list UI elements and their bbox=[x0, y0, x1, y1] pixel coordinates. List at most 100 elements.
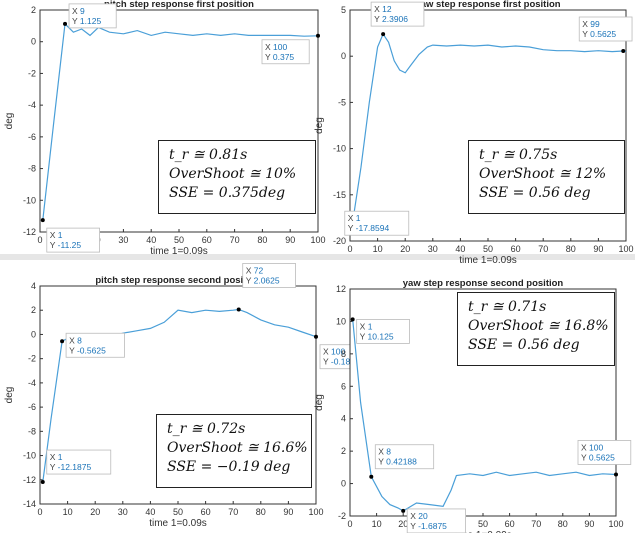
annotation-rise-time: t_r ≅ 0.72s bbox=[167, 421, 246, 437]
datatip-box bbox=[356, 319, 410, 344]
datatip-box bbox=[261, 39, 310, 65]
datatip-marker bbox=[401, 508, 406, 513]
x-axis-label: time 1=0.09s bbox=[459, 255, 517, 266]
datatip-y: Y -0.1875 bbox=[323, 357, 360, 367]
annotation-rise-time: t_r ≅ 0.81s bbox=[169, 147, 248, 163]
datatip-box bbox=[374, 444, 435, 470]
datatip: X 8Y -0.5625 bbox=[65, 332, 125, 358]
y-tick-label: -15 bbox=[333, 190, 346, 200]
chart-title: yaw step response first position bbox=[415, 0, 560, 10]
x-tick-label: 70 bbox=[531, 519, 541, 529]
datatip-box bbox=[578, 16, 633, 42]
y-tick-label: -8 bbox=[28, 426, 36, 436]
datatip-y: Y 1.125 bbox=[72, 16, 101, 26]
annotation-rise-time: t_r ≅ 0.71s bbox=[468, 299, 547, 315]
datatip-y: Y 0.42188 bbox=[378, 457, 417, 467]
datatip-x: X 1 bbox=[360, 321, 373, 331]
datatip-box bbox=[406, 508, 467, 533]
x-tick-label: 0 bbox=[347, 519, 352, 529]
x-tick-label: 0 bbox=[347, 244, 352, 254]
datatip-marker bbox=[63, 21, 68, 26]
x-tick-label: 90 bbox=[283, 507, 293, 517]
datatip-box bbox=[344, 210, 410, 236]
datatip-marker bbox=[314, 334, 318, 339]
chart-title: pitch step response first position bbox=[104, 0, 254, 10]
datatip-x: X 8 bbox=[378, 447, 391, 457]
datatip-y: Y 0.375 bbox=[265, 52, 294, 62]
datatip-marker bbox=[236, 307, 241, 312]
x-tick-label: 10 bbox=[373, 244, 383, 254]
datatip-box bbox=[65, 332, 125, 358]
x-tick-label: 20 bbox=[400, 244, 410, 254]
x-tick-label: 80 bbox=[558, 519, 568, 529]
datatip-box bbox=[46, 449, 112, 475]
y-tick-label: -8 bbox=[28, 164, 36, 174]
datatip-x: X 9 bbox=[72, 6, 85, 16]
datatip-y: Y -12.1875 bbox=[50, 462, 92, 472]
y-tick-label: 4 bbox=[341, 414, 346, 424]
datatip-x: X 12 bbox=[374, 4, 392, 14]
y-tick-label: 0 bbox=[341, 51, 346, 61]
x-tick-label: 50 bbox=[483, 244, 493, 254]
x-tick-label: 90 bbox=[584, 519, 594, 529]
datatip-x: X 20 bbox=[410, 511, 428, 521]
annotation-overshoot: OverShoot ≅ 10% bbox=[169, 166, 297, 182]
annotation-overshoot: OverShoot ≅ 16.8% bbox=[468, 318, 609, 334]
x-tick-label: 10 bbox=[63, 507, 73, 517]
x-tick-label: 100 bbox=[618, 244, 633, 254]
annotation-overshoot: OverShoot ≅ 12% bbox=[479, 166, 607, 182]
datatip-x: X 1 bbox=[50, 230, 63, 240]
y-tick-label: -10 bbox=[23, 451, 36, 461]
panel-separator bbox=[0, 254, 635, 260]
x-tick-label: 30 bbox=[428, 244, 438, 254]
datatip: X 9Y 1.125 bbox=[68, 3, 117, 29]
y-tick-label: -2 bbox=[338, 511, 346, 521]
x-tick-label: 20 bbox=[90, 507, 100, 517]
datatip-y: Y -11.25 bbox=[50, 240, 82, 250]
x-tick-label: 60 bbox=[202, 235, 212, 245]
y-tick-label: -4 bbox=[28, 100, 36, 110]
datatip: X 12Y 2.3906 bbox=[370, 1, 425, 27]
datatip-y: Y -0.5625 bbox=[69, 345, 106, 355]
y-tick-label: 2 bbox=[31, 305, 36, 315]
y-axis-label: deg bbox=[314, 394, 325, 411]
datatip-y: Y -1.6875 bbox=[410, 521, 447, 531]
y-tick-label: 5 bbox=[341, 5, 346, 15]
datatip-box bbox=[370, 1, 425, 27]
datatip-marker bbox=[381, 32, 386, 37]
datatip-x: X 100 bbox=[265, 42, 287, 52]
datatip-x: X 1 bbox=[50, 452, 63, 462]
annotation-box-pitch-second: t_r ≅ 0.72s OverShoot ≅ 16.6% SSE = −0.1… bbox=[156, 414, 312, 488]
annotation-sse: SSE = −0.19 deg bbox=[167, 459, 291, 475]
chart-panel: yaw step response first position time 1=0… bbox=[314, 0, 634, 266]
y-tick-label: 0 bbox=[341, 479, 346, 489]
annotation-sse: SSE = 0.56 deg bbox=[479, 185, 591, 201]
datatip-x: X 1 bbox=[348, 213, 361, 223]
x-axis-label: time 1=0.09s bbox=[150, 246, 208, 257]
datatip-box bbox=[242, 263, 296, 288]
y-tick-label: 2 bbox=[31, 5, 36, 15]
datatip-x: X 100 bbox=[581, 442, 603, 452]
datatip: X 8Y 0.42188 bbox=[374, 444, 435, 470]
datatip-y: Y 0.5625 bbox=[582, 29, 616, 39]
datatip: X 1Y -12.1875 bbox=[46, 449, 112, 475]
x-tick-label: 60 bbox=[505, 519, 515, 529]
datatip-marker bbox=[621, 49, 626, 54]
y-tick-label: -2 bbox=[28, 68, 36, 78]
annotation-overshoot: OverShoot ≅ 16.6% bbox=[167, 440, 308, 456]
x-tick-label: 30 bbox=[118, 235, 128, 245]
datatip-x: X 72 bbox=[246, 265, 264, 275]
x-tick-label: 0 bbox=[37, 235, 42, 245]
datatip-y: Y 2.3906 bbox=[374, 14, 408, 24]
y-tick-label: -20 bbox=[333, 236, 346, 246]
datatip-y: Y -17.8594 bbox=[348, 223, 390, 233]
datatip-marker bbox=[350, 317, 355, 322]
x-tick-label: 90 bbox=[593, 244, 603, 254]
y-tick-label: 8 bbox=[341, 349, 346, 359]
annotation-sse: SSE = 0.375deg bbox=[169, 185, 286, 201]
x-tick-label: 80 bbox=[566, 244, 576, 254]
datatip-marker bbox=[369, 474, 374, 479]
x-tick-label: 60 bbox=[511, 244, 521, 254]
